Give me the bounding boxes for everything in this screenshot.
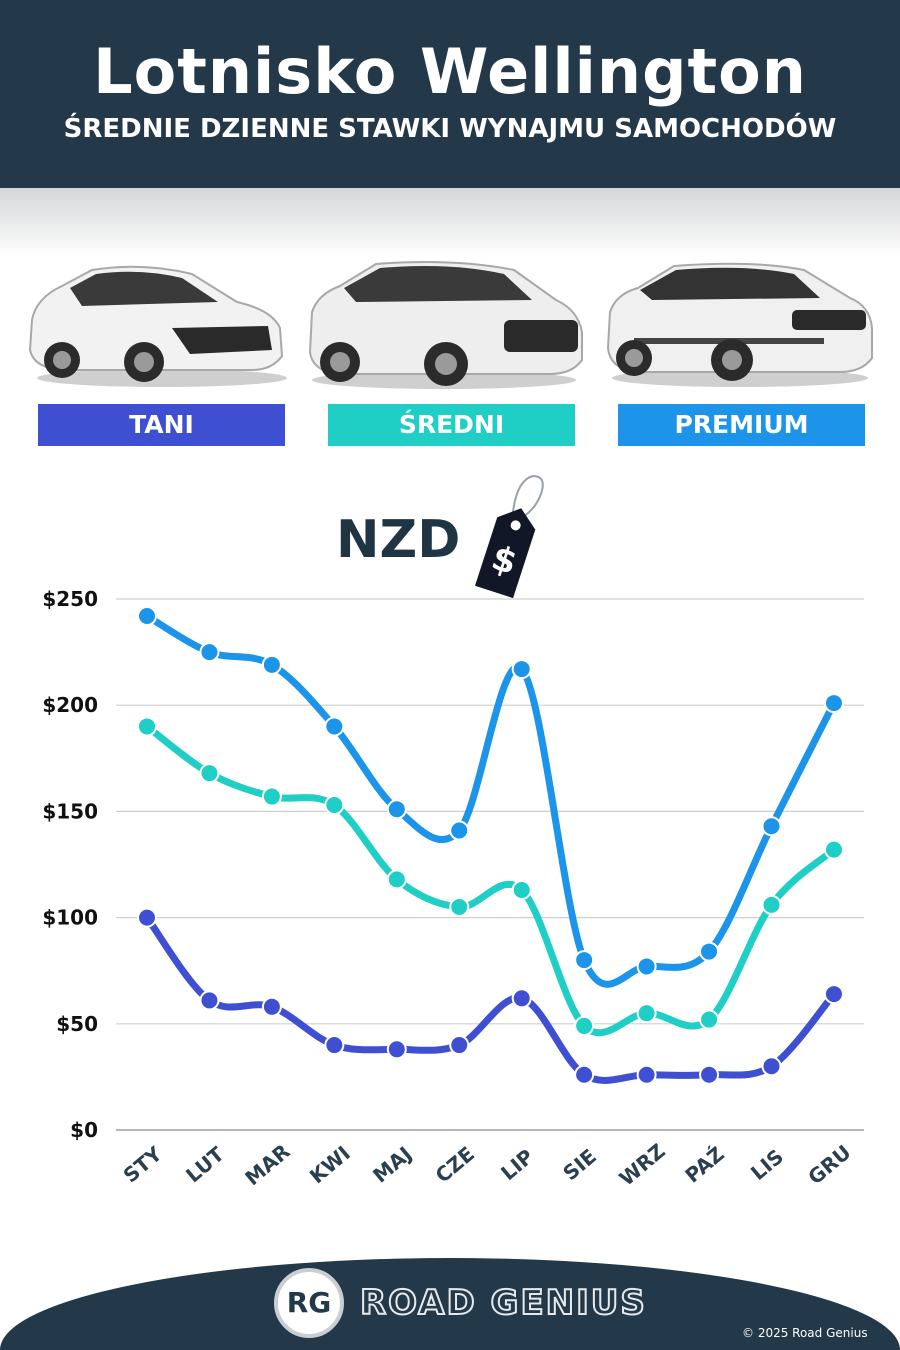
data-point xyxy=(636,1064,657,1085)
data-point xyxy=(449,1035,470,1056)
data-point xyxy=(449,896,470,917)
y-tick-label: $200 xyxy=(42,693,98,717)
data-point xyxy=(511,988,532,1009)
currency-label: NZD xyxy=(336,510,461,570)
x-tick-label: LIS xyxy=(746,1144,788,1185)
series-line xyxy=(143,722,838,1037)
y-tick-label: $250 xyxy=(42,587,98,611)
data-point xyxy=(199,990,220,1011)
copyright-text: © 2025 Road Genius xyxy=(742,1326,868,1340)
data-point xyxy=(199,642,220,663)
data-point xyxy=(137,605,157,626)
header: Lotnisko Wellington ŚREDNIE DZIENNE STAW… xyxy=(0,0,900,188)
x-tick-label: SIE xyxy=(558,1144,601,1185)
data-point xyxy=(699,1064,720,1085)
category-badge-tani: TANI xyxy=(38,404,285,446)
data-point xyxy=(761,1056,782,1077)
data-point xyxy=(137,716,157,737)
data-point xyxy=(137,907,157,928)
data-point xyxy=(261,996,282,1017)
y-tick-label: $150 xyxy=(42,799,98,823)
page-title: Lotnisko Wellington xyxy=(93,35,807,108)
data-point xyxy=(699,941,720,962)
series-średni xyxy=(137,716,844,1037)
category-badge-sredni: ŚREDNI xyxy=(328,404,575,446)
series-premium xyxy=(137,605,844,988)
data-point xyxy=(823,984,844,1005)
data-point xyxy=(574,1064,595,1085)
y-tick-label: $100 xyxy=(42,906,98,930)
data-point xyxy=(324,1035,345,1056)
data-point xyxy=(324,795,345,816)
x-tick-label: MAR xyxy=(240,1139,294,1190)
y-tick-label: $0 xyxy=(70,1118,98,1142)
data-point xyxy=(261,654,282,675)
data-point xyxy=(199,763,220,784)
x-tick-label: LIP xyxy=(496,1144,538,1185)
chart-x-ticks: STY LUT MAR KWI MAJ CZE LIP SIE WRZ PAŹ LIS GRU xyxy=(118,1139,855,1191)
data-point xyxy=(636,956,657,977)
header-fade xyxy=(0,188,900,258)
x-tick-label: MAJ xyxy=(368,1142,416,1188)
x-tick-label: CZE xyxy=(431,1142,479,1188)
rental-rate-chart: $0 $50 $100 $150 $200 $250 STY LUT MAR KWI MAJ CZE… xyxy=(42,587,864,1191)
data-point xyxy=(823,839,844,860)
data-point xyxy=(449,820,470,841)
chart-series xyxy=(137,605,844,1085)
data-point xyxy=(636,1003,657,1024)
brand-logo: RG xyxy=(274,1268,344,1338)
page-subtitle: ŚREDNIE DZIENNE STAWKI WYNAJMU SAMOCHODÓ… xyxy=(63,114,837,144)
price-tag-icon: $ xyxy=(475,474,544,599)
y-tick-label: $50 xyxy=(56,1012,98,1036)
suv-car-icon xyxy=(308,261,583,389)
x-tick-label: KWI xyxy=(305,1141,355,1188)
data-point xyxy=(261,786,282,807)
premium-suv-icon xyxy=(606,262,873,387)
category-badge-premium: PREMIUM xyxy=(618,404,865,446)
x-tick-label: WRZ xyxy=(614,1139,669,1191)
data-point xyxy=(386,799,407,820)
chart-y-ticks: $0 $50 $100 $150 $200 $250 xyxy=(42,587,98,1142)
series-line xyxy=(143,914,838,1084)
data-point xyxy=(386,869,407,890)
data-point xyxy=(386,1039,407,1060)
series-tani xyxy=(137,907,844,1085)
hatchback-car-icon xyxy=(28,265,287,387)
data-point xyxy=(823,693,844,714)
x-tick-label: STY xyxy=(118,1141,166,1187)
brand-name: ROAD GENIUS xyxy=(359,1282,647,1324)
data-point xyxy=(699,1009,720,1030)
data-point xyxy=(761,894,782,915)
chart-gridlines xyxy=(116,598,864,1131)
data-point xyxy=(574,950,595,971)
series-line xyxy=(143,612,838,988)
data-point xyxy=(511,659,532,680)
data-point xyxy=(761,816,782,837)
data-point xyxy=(511,879,532,900)
x-tick-label: PAŹ xyxy=(680,1142,728,1188)
data-point xyxy=(324,716,345,737)
x-tick-label: LUT xyxy=(181,1142,229,1188)
data-point xyxy=(574,1015,595,1036)
x-tick-label: GRU xyxy=(803,1140,855,1189)
